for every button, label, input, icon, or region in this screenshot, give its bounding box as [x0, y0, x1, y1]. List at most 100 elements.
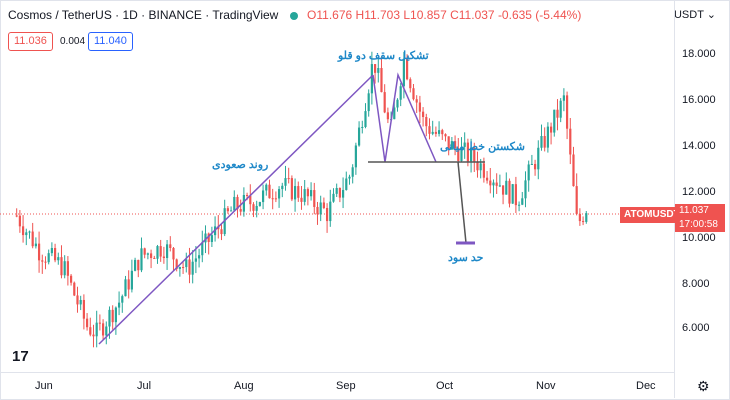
sell-button[interactable]: 11.036 — [8, 32, 53, 51]
interval[interactable]: 1D — [122, 8, 138, 22]
candle-body — [402, 58, 405, 87]
candle-body — [521, 198, 524, 205]
target-line — [457, 161, 467, 244]
candle-body — [44, 261, 47, 263]
price-axis-divider — [674, 0, 675, 398]
candle-body — [437, 130, 441, 134]
candle-body — [479, 163, 482, 171]
candle-body — [514, 184, 517, 206]
candle-body — [425, 117, 428, 127]
candle-body — [114, 307, 117, 323]
candle-body — [290, 178, 293, 200]
candle-body — [421, 111, 425, 118]
candle-body — [335, 188, 338, 194]
x-tick-label: Jul — [137, 380, 152, 392]
tradingview-logo-icon[interactable]: 17 — [12, 348, 29, 365]
candle-body — [284, 178, 287, 186]
candle-body — [505, 180, 508, 195]
candle-body — [409, 79, 412, 89]
candle-body — [226, 208, 229, 212]
candle-body — [79, 299, 82, 305]
candle-body — [73, 282, 76, 296]
candle-body — [399, 86, 402, 100]
candle-body — [485, 177, 489, 181]
candle-body — [210, 235, 213, 242]
candle-body — [517, 204, 521, 206]
candle-body — [473, 147, 476, 162]
candle-body — [261, 190, 265, 203]
candle-body — [431, 131, 434, 134]
buy-button[interactable]: 11.040 — [88, 32, 133, 51]
candle-body — [92, 334, 95, 337]
candle-body — [553, 109, 556, 133]
candle-body — [549, 126, 553, 133]
candle-body — [351, 167, 354, 177]
candle-body — [268, 184, 271, 199]
candle-body — [556, 109, 559, 118]
high-value: H11.703 — [355, 8, 401, 22]
candle-body — [34, 243, 37, 247]
candle-body — [105, 326, 108, 336]
candle-body — [21, 226, 25, 236]
y-tick-label: 18.000 — [682, 48, 716, 60]
candle-body — [140, 248, 143, 271]
candle-body — [585, 213, 588, 222]
candle-body — [329, 201, 332, 222]
candle-body — [476, 161, 479, 171]
candle-body — [313, 190, 316, 207]
candle-body — [124, 279, 127, 297]
candlestick-chart[interactable] — [0, 0, 674, 372]
change-value: -0.635 (-5.44%) — [497, 8, 582, 22]
candle-body — [66, 261, 69, 276]
candle-body — [287, 178, 290, 180]
candle-body — [325, 208, 329, 222]
candle-body — [441, 130, 444, 135]
candle-body — [345, 178, 348, 190]
candle-body — [338, 188, 341, 198]
candle-body — [108, 309, 111, 327]
candle-body — [242, 194, 245, 212]
candle-body — [201, 242, 204, 256]
candle-body — [361, 126, 364, 128]
candle-body — [274, 198, 277, 200]
candle-body — [181, 267, 185, 269]
annotation-neckline-break: شکستن خط میانی — [440, 141, 525, 153]
candle-body — [578, 213, 581, 222]
candle-body — [460, 146, 463, 161]
candle-body — [373, 64, 377, 73]
candle-body — [53, 248, 57, 261]
candle-body — [354, 145, 357, 168]
candle-body — [489, 180, 492, 186]
candle-body — [31, 231, 34, 247]
candle-body — [370, 64, 373, 94]
symbol-name[interactable]: Cosmos / TetherUS — [8, 8, 112, 22]
candle-body — [162, 256, 165, 259]
y-tick-label: 8.000 — [682, 278, 710, 290]
candle-body — [357, 127, 361, 146]
candle-body — [258, 202, 261, 206]
candles-group — [15, 51, 588, 348]
candle-body — [377, 68, 380, 73]
candle-body — [537, 147, 540, 170]
candle-body — [265, 184, 268, 191]
candle-body — [76, 295, 79, 305]
gear-icon[interactable]: ⚙ — [697, 378, 710, 394]
candle-body — [482, 163, 485, 178]
candle-body — [220, 229, 223, 235]
candle-body — [453, 141, 457, 149]
candle-body — [581, 221, 585, 223]
candle-body — [466, 142, 469, 162]
candle-body — [527, 164, 530, 181]
candle-body — [380, 68, 383, 93]
candle-body — [146, 253, 149, 255]
candle-body — [121, 296, 124, 303]
candle-body — [332, 193, 335, 202]
candle-body — [469, 147, 473, 162]
symbol-price-tag: ATOMUSDT — [620, 207, 684, 223]
uptrend-line — [98, 74, 374, 345]
candle-body — [117, 302, 121, 308]
candle-body — [341, 189, 345, 198]
candle-body — [130, 270, 133, 290]
candle-body — [393, 107, 396, 120]
currency-selector[interactable]: USDT ⌄ — [673, 9, 716, 21]
